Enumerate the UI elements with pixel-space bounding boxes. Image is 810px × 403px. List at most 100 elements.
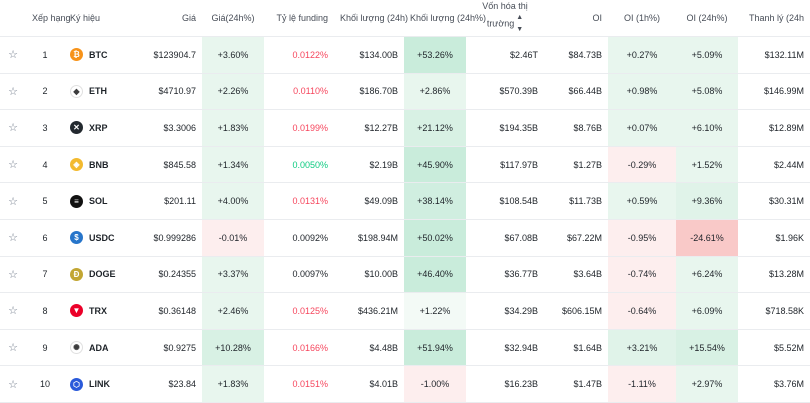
header-favorite: [0, 0, 26, 37]
oi-cell: $606.15M: [544, 292, 608, 330]
market-cap-cell: $108.54B: [466, 182, 544, 220]
oi-1h-cell: +3.21%: [608, 329, 676, 367]
price-cell: $0.9275: [134, 329, 202, 367]
table-row[interactable]: ☆ 6 $ USDC $0.999286 -0.01% 0.0092% $198.94M +50…: [0, 219, 810, 257]
table-row[interactable]: ☆ 2 ◆ ETH $4710.97 +2.26% 0.0110% $186.70B +2.86…: [0, 73, 810, 111]
price-change-cell: +3.37%: [202, 256, 264, 294]
price-change-cell: +2.26%: [202, 73, 264, 111]
header-oi[interactable]: OI: [544, 0, 608, 37]
tron-icon: ▼: [70, 304, 83, 318]
favorite-star-icon[interactable]: ☆: [0, 36, 26, 74]
oi-24h-cell: -24.61%: [676, 219, 738, 257]
header-rank[interactable]: Xếp hạng: [26, 0, 71, 37]
header-volume-change[interactable]: Khối lượng (24h%): [404, 0, 486, 37]
symbol-cell[interactable]: ⬡ LINK: [64, 365, 134, 403]
oi-1h-cell: +0.98%: [608, 73, 676, 111]
volume-change-cell: +46.40%: [404, 256, 466, 294]
rank-cell: 8: [26, 292, 64, 330]
favorite-star-icon[interactable]: ☆: [0, 219, 26, 257]
table-row[interactable]: ☆ 10 ⬡ LINK $23.84 +1.83% 0.0151% $4.01B -1.00% $…: [0, 365, 810, 403]
favorite-star-icon[interactable]: ☆: [0, 329, 26, 367]
favorite-star-icon[interactable]: ☆: [0, 256, 26, 294]
table-row[interactable]: ☆ 3 ✕ XRP $3.3006 +1.83% 0.0199% $12.27B +21.12%…: [0, 109, 810, 147]
market-cap-cell: $2.46T: [466, 36, 544, 74]
table-row[interactable]: ☆ 8 ▼ TRX $0.36148 +2.46% 0.0125% $436.21M +1.22…: [0, 292, 810, 330]
header-price-change[interactable]: Giá(24h%): [202, 0, 264, 37]
liquidation-cell: $132.11M: [738, 36, 810, 74]
header-oi-24h[interactable]: OI (24h%): [676, 0, 738, 37]
sort-icon[interactable]: ▲ ▼: [516, 14, 524, 33]
liquidation-cell: $5.52M: [738, 329, 810, 367]
volume-change-cell: +38.14%: [404, 182, 466, 220]
funding-rate-cell: 0.0110%: [264, 73, 334, 111]
usdc-icon: $: [70, 231, 83, 245]
bnb-icon: ◈: [70, 158, 83, 172]
market-cap-cell: $117.97B: [466, 146, 544, 184]
price-cell: $201.11: [134, 182, 202, 220]
favorite-star-icon[interactable]: ☆: [0, 146, 26, 184]
funding-rate-cell: 0.0097%: [264, 256, 334, 294]
oi-cell: $11.73B: [544, 182, 608, 220]
symbol-label: ETH: [89, 86, 107, 97]
oi-24h-cell: +6.10%: [676, 109, 738, 147]
rank-cell: 2: [26, 73, 64, 111]
favorite-star-icon[interactable]: ☆: [0, 292, 26, 330]
header-oi-1h[interactable]: OI (1h%): [608, 0, 676, 37]
favorite-star-icon[interactable]: ☆: [0, 73, 26, 111]
table-row[interactable]: ☆ 4 ◈ BNB $845.58 +1.34% 0.0050% $2.19B +45.90% $…: [0, 146, 810, 184]
oi-1h-cell: +0.27%: [608, 36, 676, 74]
header-symbol[interactable]: Ký hiệu: [64, 0, 134, 37]
oi-1h-cell: -0.64%: [608, 292, 676, 330]
table-row[interactable]: ☆ 9 ✺ ADA $0.9275 +10.28% 0.0166% $4.48B +51.94%…: [0, 329, 810, 367]
market-cap-cell: $16.23B: [466, 365, 544, 403]
volume-cell: $436.21M: [334, 292, 404, 330]
market-cap-cell: $570.39B: [466, 73, 544, 111]
price-change-cell: +1.34%: [202, 146, 264, 184]
oi-cell: $84.73B: [544, 36, 608, 74]
symbol-label: TRX: [89, 305, 107, 316]
table-row[interactable]: ☆ 7 Ð DOGE $0.24355 +3.37% 0.0097% $10.00B +46.4…: [0, 256, 810, 294]
symbol-label: BTC: [89, 49, 108, 60]
market-cap-cell: $194.35B: [466, 109, 544, 147]
favorite-star-icon[interactable]: ☆: [0, 182, 26, 220]
symbol-cell[interactable]: Ð DOGE: [64, 256, 134, 294]
symbol-cell[interactable]: $ USDC: [64, 219, 134, 257]
funding-rate-cell: 0.0199%: [264, 109, 334, 147]
volume-change-cell: +50.02%: [404, 219, 466, 257]
liquidation-cell: $718.58K: [738, 292, 810, 330]
favorite-star-icon[interactable]: ☆: [0, 109, 26, 147]
price-cell: $123904.7: [134, 36, 202, 74]
table-body: ☆ 1 ₿ BTC $123904.7 +3.60% 0.0122% $134.00B +53.…: [0, 36, 810, 403]
symbol-cell[interactable]: ◆ ETH: [64, 73, 134, 111]
rank-cell: 1: [26, 36, 64, 74]
market-cap-cell: $32.94B: [466, 329, 544, 367]
market-cap-cell: $36.77B: [466, 256, 544, 294]
symbol-cell[interactable]: ₿ BTC: [64, 36, 134, 74]
funding-rate-cell: 0.0131%: [264, 182, 334, 220]
price-cell: $845.58: [134, 146, 202, 184]
symbol-label: XRP: [89, 122, 108, 133]
price-cell: $0.24355: [134, 256, 202, 294]
rank-cell: 3: [26, 109, 64, 147]
symbol-cell[interactable]: ▼ TRX: [64, 292, 134, 330]
liquidation-cell: $1.96K: [738, 219, 810, 257]
table-row[interactable]: ☆ 5 ≡ SOL $201.11 +4.00% 0.0131% $49.09B +38.14%…: [0, 182, 810, 220]
liquidation-cell: $12.89M: [738, 109, 810, 147]
symbol-label: SOL: [89, 196, 108, 207]
header-price[interactable]: Giá: [134, 0, 202, 37]
symbol-cell[interactable]: ✕ XRP: [64, 109, 134, 147]
symbol-cell[interactable]: ◈ BNB: [64, 146, 134, 184]
liquidation-cell: $146.99M: [738, 73, 810, 111]
oi-cell: $66.44B: [544, 73, 608, 111]
header-market-cap[interactable]: Vốn hóa thị trường▲ ▼: [466, 0, 544, 37]
symbol-cell[interactable]: ✺ ADA: [64, 329, 134, 367]
liquidation-cell: $2.44M: [738, 146, 810, 184]
header-volume[interactable]: Khối lượng (24h): [334, 0, 408, 37]
oi-cell: $8.76B: [544, 109, 608, 147]
favorite-star-icon[interactable]: ☆: [0, 365, 26, 403]
header-funding[interactable]: Tỷ lệ funding: [264, 0, 334, 37]
volume-change-cell: +45.90%: [404, 146, 466, 184]
table-row[interactable]: ☆ 1 ₿ BTC $123904.7 +3.60% 0.0122% $134.00B +53.…: [0, 36, 810, 74]
header-liquidation[interactable]: Thanh lý (24h: [738, 0, 810, 37]
symbol-cell[interactable]: ≡ SOL: [64, 182, 134, 220]
